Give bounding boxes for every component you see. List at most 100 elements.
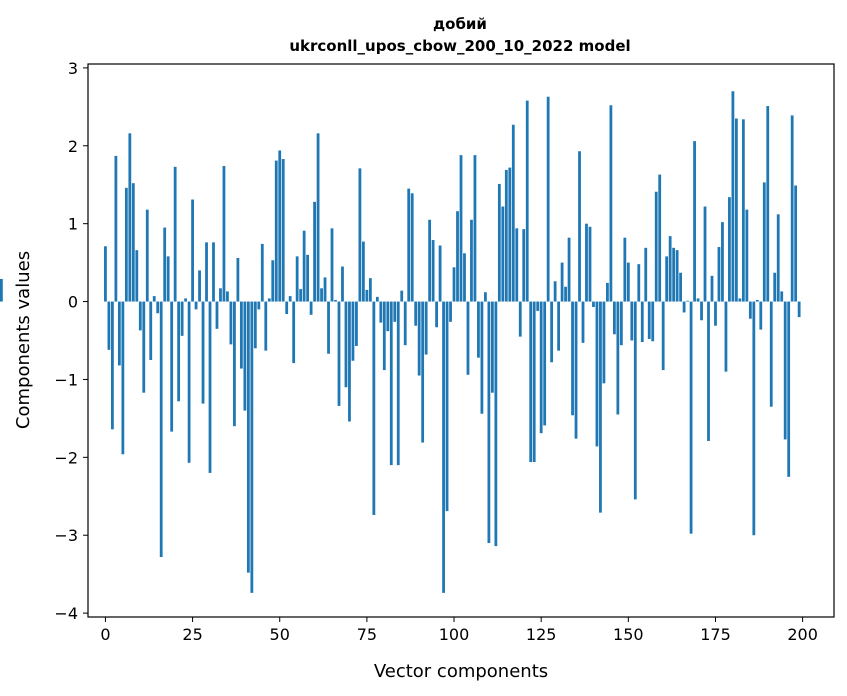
bar-36	[229, 301, 233, 345]
bar-104	[466, 301, 470, 375]
bar-14	[152, 296, 156, 302]
bar-139	[588, 226, 592, 302]
bar-18	[166, 256, 170, 302]
y-tick-label: −4	[54, 604, 78, 623]
bar-102	[459, 155, 463, 302]
bar-44	[257, 301, 261, 310]
bar-122	[529, 301, 533, 463]
bar-27	[198, 270, 201, 302]
bar-56	[299, 289, 303, 302]
bar-50	[278, 150, 282, 302]
bar-41	[246, 301, 250, 573]
x-tick-label: 125	[526, 625, 557, 644]
bar-54	[292, 301, 296, 364]
x-tick-label: 75	[357, 625, 377, 644]
bar-117	[511, 124, 515, 302]
bar-132	[564, 286, 567, 302]
bar-120	[522, 229, 526, 302]
bar-170	[696, 298, 700, 302]
bar-20	[173, 166, 177, 302]
bar-119	[518, 301, 522, 337]
bar-94	[431, 240, 435, 302]
bar-37	[233, 301, 236, 427]
bar-5	[121, 301, 125, 455]
bar-61	[316, 133, 320, 302]
bar-89	[414, 301, 418, 326]
bar-109	[484, 292, 487, 302]
bar-46	[264, 301, 268, 351]
bar-131	[560, 262, 564, 302]
bar-85	[400, 290, 404, 302]
bar-155	[644, 247, 648, 302]
bar-151	[630, 301, 634, 341]
bar-184	[745, 209, 749, 302]
bar-195	[783, 301, 787, 440]
bar-124	[536, 301, 540, 311]
bar-186	[752, 301, 756, 536]
bar-93	[428, 219, 432, 302]
bar-6	[124, 187, 128, 302]
bar-172	[703, 206, 707, 302]
bar-156	[647, 301, 651, 339]
bar-0	[104, 246, 107, 302]
bar-111	[490, 301, 494, 393]
bar-38	[236, 257, 240, 302]
bar-183	[741, 119, 745, 302]
bar-133	[567, 237, 571, 302]
bar-140	[592, 301, 595, 308]
bar-72	[355, 301, 358, 346]
bar-149	[623, 237, 627, 302]
bar-159	[658, 174, 662, 302]
bar-99	[449, 301, 452, 322]
bar-112	[494, 301, 498, 547]
bar-169	[693, 141, 696, 302]
bar-58	[306, 254, 310, 302]
y-axis-ticks: −4 −3 −2 −1 0 1 2 3	[54, 59, 88, 623]
bar-15	[156, 301, 160, 314]
bar-88	[410, 193, 414, 302]
bar-192	[773, 272, 777, 302]
bar-84	[396, 301, 400, 466]
bar-190	[766, 106, 770, 302]
bar-116	[508, 167, 512, 302]
bar-12	[145, 209, 149, 302]
bar-68	[341, 266, 344, 302]
bar-13	[149, 301, 153, 360]
bar-123	[532, 301, 536, 463]
bar-101	[456, 211, 459, 302]
bar-23	[184, 298, 187, 302]
bar-134	[571, 301, 574, 416]
bar-199	[797, 301, 801, 318]
bar-189	[762, 182, 766, 302]
y-tick-label: 2	[68, 137, 78, 156]
bar-30	[208, 301, 212, 473]
bar-168	[689, 301, 693, 534]
bar-153	[637, 264, 641, 302]
bar-10	[138, 301, 142, 331]
bar-178	[724, 301, 728, 372]
bar-92	[424, 301, 428, 355]
bar-98	[445, 301, 449, 512]
x-tick-label: 100	[439, 625, 470, 644]
bar-83	[393, 301, 397, 322]
bar-62	[320, 288, 323, 302]
bar-158	[654, 191, 658, 302]
bar-91	[421, 301, 425, 443]
bars-group	[0, 91, 801, 593]
bar-74	[362, 241, 365, 302]
bar-162	[668, 236, 672, 302]
bar-114	[501, 206, 505, 302]
bar-87	[407, 188, 411, 302]
bar-80	[382, 301, 386, 371]
bar-76	[368, 278, 372, 302]
bar-7	[128, 133, 132, 302]
bar-49	[274, 160, 278, 302]
bar-17	[163, 227, 167, 302]
bar-19	[170, 301, 174, 432]
bar-24	[187, 301, 191, 463]
y-tick-label: 0	[68, 293, 78, 312]
bar-182	[738, 298, 742, 302]
bar-115	[504, 169, 508, 302]
bar-9	[135, 250, 139, 302]
